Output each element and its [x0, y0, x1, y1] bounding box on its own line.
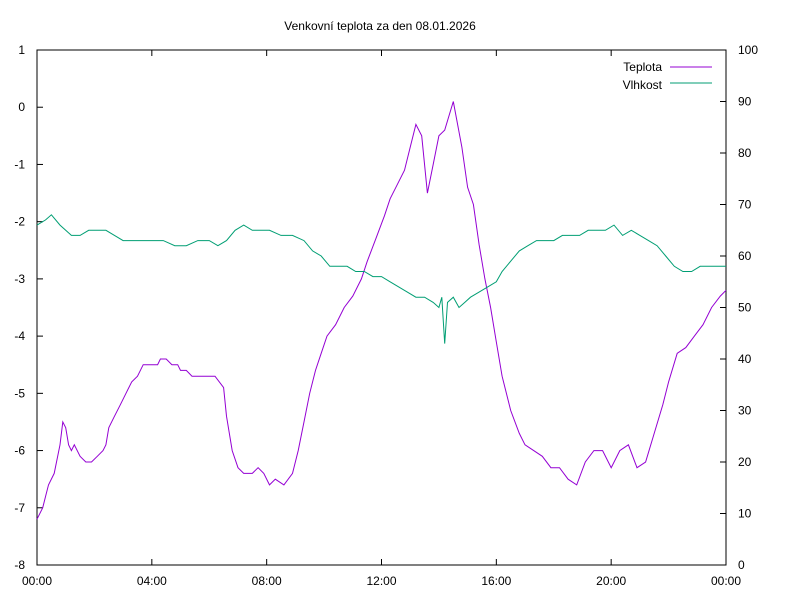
- legend-label-teplota: Teplota: [623, 60, 662, 74]
- y-right-tick-label: 20: [738, 455, 752, 469]
- legend-label-vlhkost: Vlhkost: [623, 78, 663, 92]
- x-tick-label: 12:00: [366, 574, 396, 588]
- y-right-tick-label: 80: [738, 146, 752, 160]
- x-tick-label: 00:00: [711, 574, 741, 588]
- y-left-tick-label: -3: [14, 272, 25, 286]
- series-layer: [36, 101, 727, 520]
- x-tick-label: 16:00: [481, 574, 511, 588]
- x-tick-label: 20:00: [596, 574, 626, 588]
- y-left-tick-label: 1: [18, 43, 25, 57]
- y-right-tick-label: 30: [738, 404, 752, 418]
- series-line-teplota: [36, 101, 727, 520]
- y-left-tick-label: -4: [14, 329, 25, 343]
- x-tick-label: 04:00: [137, 574, 167, 588]
- y-right-tick-label: 50: [738, 301, 752, 315]
- x-tick-label: 00:00: [22, 574, 52, 588]
- y-right-tick-label: 100: [738, 43, 758, 57]
- plot-area-border: [36, 49, 727, 566]
- series-line-vlhkost: [36, 214, 726, 344]
- y-left-tick-label: 0: [18, 100, 25, 114]
- legend: Teplota Vlhkost: [623, 60, 712, 92]
- y-right-tick-label: 70: [738, 198, 752, 212]
- axes: 00:00 04:00 08:00 12:00 16:00 20:00 00:0010-1-…: [14, 43, 758, 588]
- y-left-tick-label: -2: [14, 215, 25, 229]
- x-tick-label: 08:00: [252, 574, 282, 588]
- y-right-tick-label: 60: [738, 249, 752, 263]
- y-left-tick-label: -1: [14, 157, 25, 171]
- y-right-tick-label: 10: [738, 507, 752, 521]
- y-right-tick-label: 90: [738, 95, 752, 109]
- chart-title: Venkovní teplota za den 08.01.2026: [284, 19, 476, 33]
- y-left-tick-label: -7: [14, 501, 25, 515]
- y-left-tick-label: -8: [14, 558, 25, 572]
- y-left-tick-label: -6: [14, 444, 25, 458]
- y-left-tick-label: -5: [14, 386, 25, 400]
- y-right-tick-label: 40: [738, 352, 752, 366]
- y-right-tick-label: 0: [738, 558, 745, 572]
